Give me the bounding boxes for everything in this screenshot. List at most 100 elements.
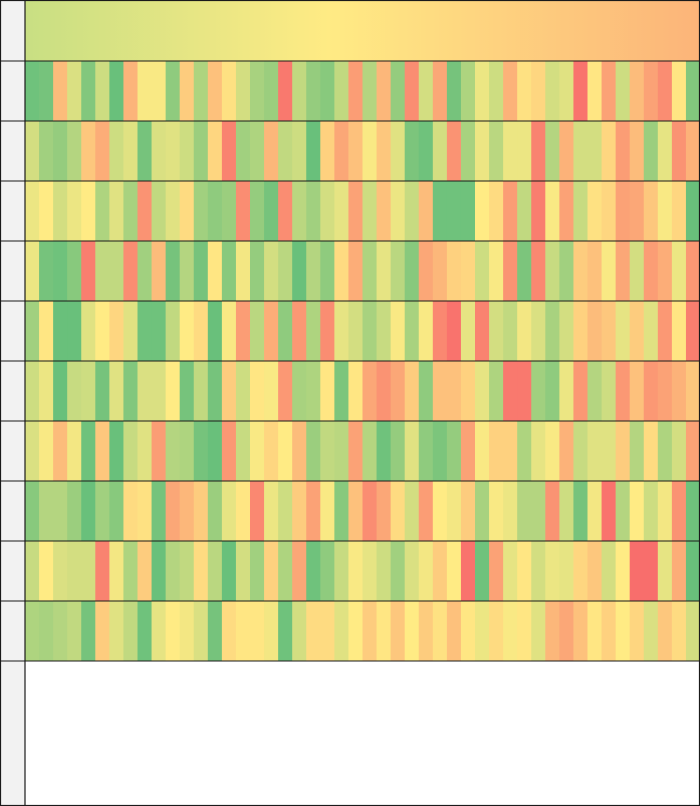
heatmap-cell [306,361,321,421]
heatmap-cell [320,421,335,481]
heatmap-cell [643,181,659,241]
heatmap-cell [432,241,448,301]
heatmap-cell [67,601,82,661]
heatmap-cell [39,541,54,601]
heatmap-cell [292,61,307,121]
heatmap-cell [671,601,687,661]
heatmap-cell [334,541,350,601]
heatmap-cell [278,481,293,541]
heatmap-cell [39,121,54,181]
heatmap-cell [446,301,462,361]
heatmap-cell [25,301,40,361]
heatmap-cell [643,601,659,661]
heatmap-cell [629,181,645,241]
heatmap-cell [643,541,659,601]
heatmap-cell [545,601,560,661]
heatmap-cell [685,421,700,481]
heatmap-cell [123,181,139,241]
heatmap-cell [109,301,125,361]
heatmap-cell [109,361,125,421]
heatmap-cell [334,481,350,541]
heatmap-cell [629,601,645,661]
heatmap-cell [348,241,364,301]
heatmap-cell [137,541,153,601]
heatmap-cell [376,301,392,361]
heatmap-cell [95,121,110,181]
heatmap-cell [109,181,125,241]
heatmap-cell [475,361,490,421]
heatmap-cell [334,241,350,301]
heatmap-cell [475,421,490,481]
heatmap-cell [221,541,237,601]
heatmap-cell [151,541,167,601]
heatmap-cell [601,301,617,361]
heatmap-cell [404,481,420,541]
heatmap-cell [573,601,589,661]
heatmap-cell [221,301,237,361]
heatmap-cell [348,301,364,361]
heatmap-cell [629,121,645,181]
heatmap-cell [601,601,617,661]
heatmap-cell [404,61,420,121]
heatmap-cell [362,241,378,301]
heatmap-cell [503,121,518,181]
heatmap-cell [489,121,504,181]
heatmap-cell [418,301,434,361]
heatmap-cell [137,121,153,181]
heatmap-cell [432,541,448,601]
heatmap-cell [503,61,518,121]
heatmap-cell [615,481,631,541]
heatmap-cell [362,301,378,361]
heatmap-cell [460,601,476,661]
heatmap-cell [404,421,420,481]
heatmap-cell [53,421,68,481]
heatmap-cell [376,61,392,121]
heatmap-cell [53,61,68,121]
heatmap-cell [489,181,504,241]
heatmap-cell [559,301,575,361]
heatmap-cell [587,601,603,661]
heatmap-cell [475,601,490,661]
heatmap-cell [503,601,518,661]
heatmap-cell [264,241,279,301]
heatmap-cell [404,361,420,421]
heatmap-cell [278,61,293,121]
heatmap-cell [545,301,560,361]
heatmap-cell [53,601,68,661]
heatmap-cell [292,601,307,661]
heatmap-cell [503,181,518,241]
heatmap-cell [643,421,659,481]
heatmap-cell [517,601,532,661]
heatmap-cell [390,541,406,601]
heatmap-cell [517,121,532,181]
heatmap-cell [446,61,462,121]
heatmap-cell [207,601,223,661]
heatmap-cell [629,541,645,601]
heatmap-cell [39,481,54,541]
heatmap-cell [95,601,110,661]
heatmap-cell [151,361,167,421]
heatmap-cell [179,61,195,121]
heatmap-cell [629,421,645,481]
heatmap-cell [362,361,378,421]
heatmap-cell [221,481,237,541]
heatmap-cell [475,301,490,361]
heatmap-cell [460,181,476,241]
heatmap-cell [165,421,181,481]
heatmap-cell [39,301,54,361]
heatmap-cell [460,481,476,541]
heatmap-cell [81,61,96,121]
heatmap-cell [432,481,448,541]
heatmap-cell [278,121,293,181]
heatmap-cell [503,481,518,541]
heatmap-cell [95,481,110,541]
heatmap-cell [460,61,476,121]
heatmap-cell [573,361,589,421]
heatmap-cell [573,421,589,481]
heatmap-cell [671,481,687,541]
heatmap-cell [151,61,167,121]
heatmap-cell [292,241,307,301]
heatmap-cell [207,121,223,181]
heatmap-cell [39,61,54,121]
heatmap-cell [264,61,279,121]
